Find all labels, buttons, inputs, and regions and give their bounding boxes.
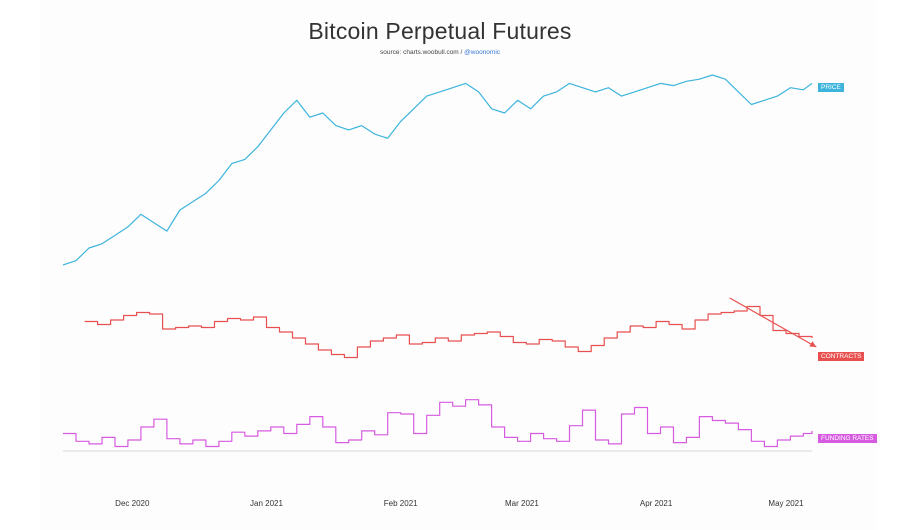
x-tick-label: Jan 2021 bbox=[250, 499, 283, 508]
chart-title: Bitcoin Perpetual Futures bbox=[308, 18, 572, 44]
source-prefix: source: charts.woobull.com / bbox=[379, 49, 463, 56]
annotation-arrow-head bbox=[809, 341, 817, 347]
x-tick-label: Dec 2020 bbox=[115, 499, 150, 508]
x-tick-label: Mar 2021 bbox=[504, 499, 539, 508]
legend-tag-funding-rates: FUNDING RATES bbox=[818, 434, 877, 443]
series-line-funding-rates bbox=[63, 399, 813, 448]
legend-tag-price: PRICE bbox=[818, 83, 844, 92]
x-tick-label: May 2021 bbox=[768, 499, 804, 508]
annotation-arrow-line bbox=[729, 297, 817, 348]
legend-tag-contracts: CONTRACTS bbox=[818, 352, 865, 361]
source-handle[interactable]: @woonomic bbox=[464, 49, 501, 56]
x-tick-label: Feb 2021 bbox=[383, 499, 418, 508]
x-tick-label: Apr 2021 bbox=[639, 499, 673, 508]
chart-source: source: charts.woobull.com / @woonomic bbox=[0, 49, 880, 56]
series-line-price bbox=[62, 74, 813, 266]
series-line-contracts bbox=[84, 305, 813, 359]
